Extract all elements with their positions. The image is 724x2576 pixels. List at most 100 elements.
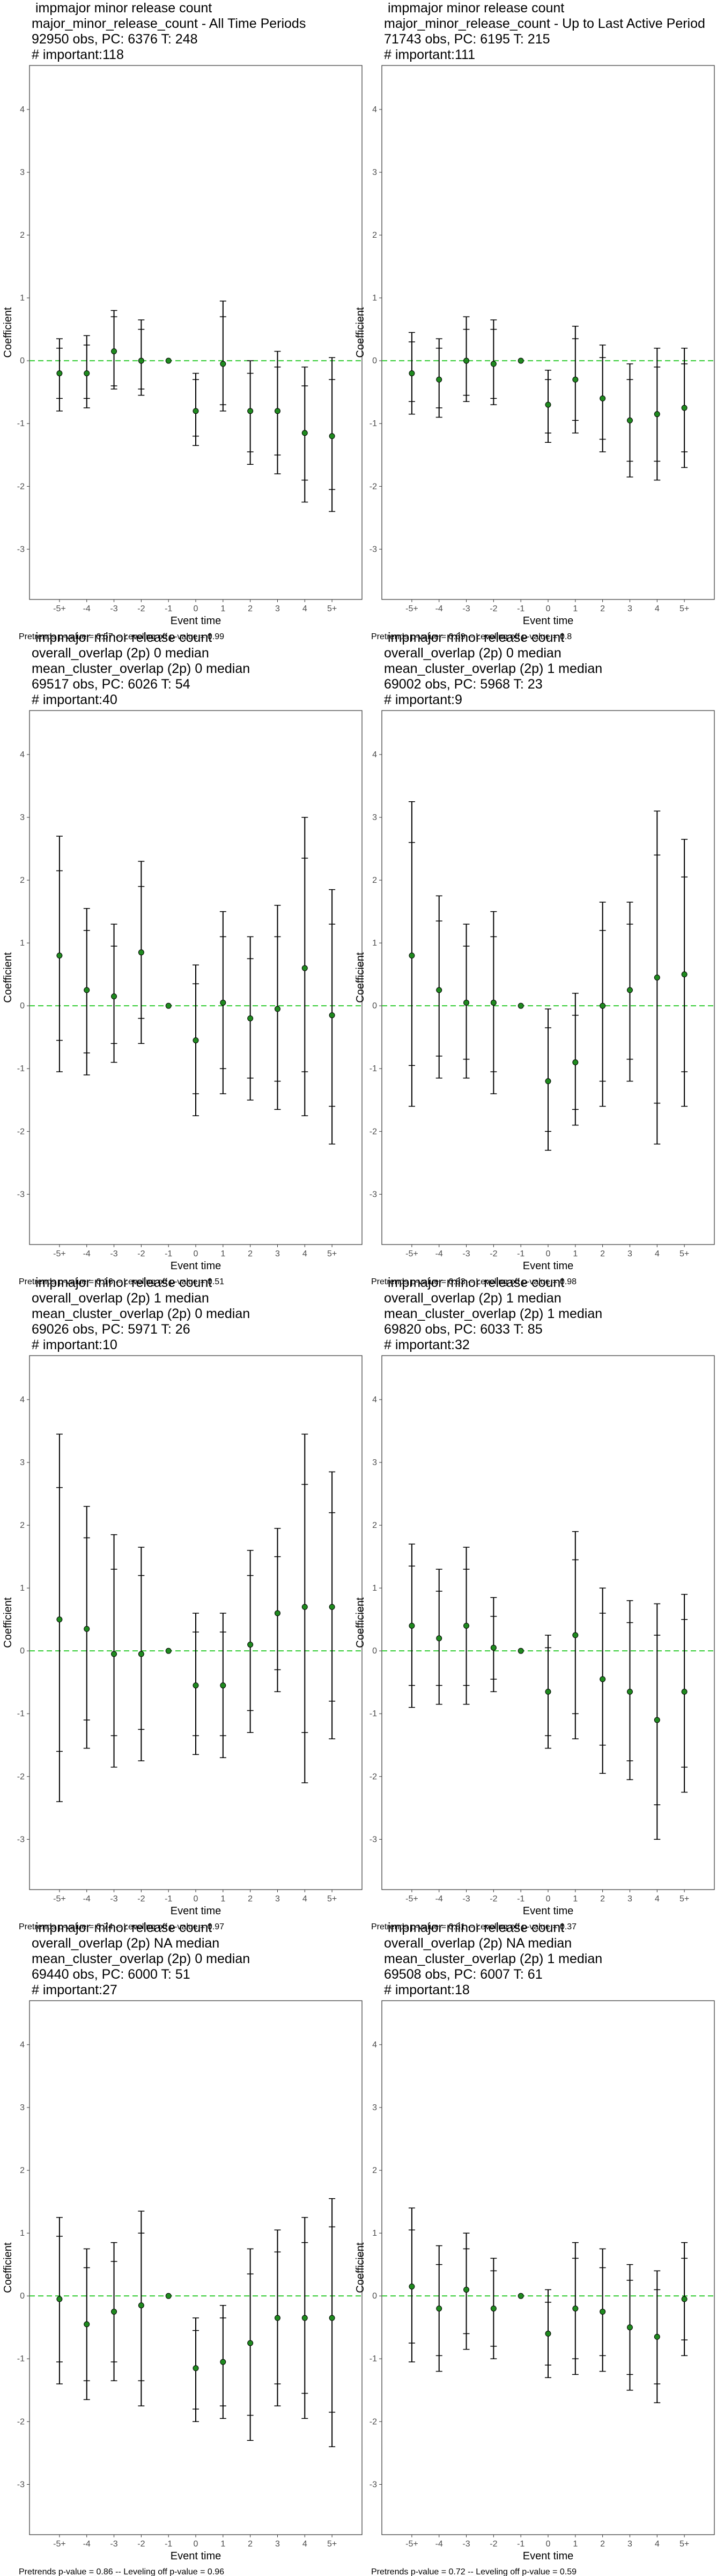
y-tick-label: 0 xyxy=(372,356,377,365)
point-estimate xyxy=(681,2296,688,2302)
y-tick-label: 3 xyxy=(372,1458,377,1467)
y-tick-label: 4 xyxy=(20,750,25,759)
footnote: Pretrends p-value = 0.86 -- Leveling off… xyxy=(19,2567,224,2576)
y-axis-title: Coefficient xyxy=(2,307,14,358)
title-line: # important:18 xyxy=(384,1982,470,1997)
point-estimate xyxy=(654,2333,660,2340)
x-tick-label: 5+ xyxy=(327,1249,337,1258)
point-estimate xyxy=(329,2315,335,2321)
x-tick-label: -3 xyxy=(462,1249,470,1258)
title-line: 69517 obs, PC: 6026 T: 54 xyxy=(32,677,190,692)
x-tick-label: -1 xyxy=(165,1894,172,1904)
x-tick-label: 2 xyxy=(600,604,605,613)
point-estimate xyxy=(138,949,144,956)
title-line: 69820 obs, PC: 6033 T: 85 xyxy=(384,1322,543,1337)
y-tick-label: 2 xyxy=(372,231,377,240)
title-line: overall_overlap (2p) 0 median xyxy=(384,646,562,661)
point-estimate xyxy=(463,357,470,364)
title-line: impmajor minor release count xyxy=(384,1920,564,1935)
title-line: 69026 obs, PC: 5971 T: 26 xyxy=(32,1322,190,1337)
point-estimate xyxy=(274,2315,280,2321)
y-tick-label: -2 xyxy=(17,1127,25,1136)
point-estimate xyxy=(436,1635,442,1642)
point-estimate xyxy=(165,1648,172,1654)
y-tick-label: 4 xyxy=(20,2040,25,2050)
y-tick-label: 1 xyxy=(372,939,377,948)
title-line: 69002 obs, PC: 5968 T: 23 xyxy=(384,677,543,692)
x-tick-label: -1 xyxy=(165,2540,172,2549)
x-tick-label: 3 xyxy=(627,2540,632,2549)
y-tick-label: 1 xyxy=(20,2229,25,2238)
point-estimate xyxy=(490,2306,497,2312)
x-tick-label: -4 xyxy=(83,1249,91,1258)
title-line: impmajor minor release count xyxy=(32,1275,212,1290)
y-tick-label: 0 xyxy=(372,1001,377,1011)
x-tick-label: 0 xyxy=(194,604,198,613)
x-tick-label: -3 xyxy=(462,604,470,613)
y-tick-label: 3 xyxy=(20,168,25,177)
title-line: 92950 obs, PC: 6376 T: 248 xyxy=(32,32,198,47)
x-tick-label: 4 xyxy=(655,2540,660,2549)
y-tick-label: -3 xyxy=(17,1835,25,1844)
x-tick-label: 1 xyxy=(573,1249,578,1258)
x-tick-label: 1 xyxy=(573,2540,578,2549)
y-tick-label: 3 xyxy=(20,813,25,822)
y-tick-label: -3 xyxy=(370,545,377,554)
point-estimate xyxy=(138,357,144,364)
x-tick-label: 5+ xyxy=(679,1894,689,1904)
x-tick-label: -2 xyxy=(137,1894,145,1904)
title-line: # important:118 xyxy=(32,47,124,62)
title-line: 69440 obs, PC: 6000 T: 51 xyxy=(32,1967,190,1982)
title-line: overall_overlap (2p) 0 median xyxy=(32,646,209,661)
y-tick-label: 4 xyxy=(372,2040,377,2050)
y-tick-label: 0 xyxy=(20,356,25,365)
point-estimate xyxy=(490,361,497,367)
y-tick-label: 1 xyxy=(372,2229,377,2238)
title-line: 69508 obs, PC: 6007 T: 61 xyxy=(384,1967,543,1982)
y-tick-label: -3 xyxy=(17,2480,25,2489)
x-tick-label: 2 xyxy=(248,1249,253,1258)
point-estimate xyxy=(626,987,633,993)
point-estimate xyxy=(274,1610,280,1616)
point-estimate xyxy=(274,408,280,414)
x-tick-label: 4 xyxy=(302,604,307,613)
footnote: Pretrends p-value = 0.74 -- Leveling off… xyxy=(19,1922,224,1931)
y-tick-label: 0 xyxy=(372,2292,377,2301)
footnote: Pretrends p-value = 0.83 -- Leveling off… xyxy=(371,1277,577,1286)
y-tick-label: -3 xyxy=(17,545,25,554)
point-estimate xyxy=(545,1078,551,1085)
x-tick-label: 1 xyxy=(220,2540,225,2549)
x-tick-label: -4 xyxy=(435,604,443,613)
point-estimate xyxy=(84,1626,90,1632)
title-line: impmajor minor release count xyxy=(384,630,564,645)
point-estimate xyxy=(436,987,442,993)
point-estimate xyxy=(409,953,415,959)
x-tick-label: 2 xyxy=(600,1894,605,1904)
point-estimate xyxy=(329,1604,335,1610)
point-estimate xyxy=(274,1006,280,1012)
title-line: major_minor_release_count - Up to Last A… xyxy=(384,16,705,31)
x-axis-title: Event time xyxy=(171,615,221,627)
x-tick-label: 0 xyxy=(546,604,551,613)
y-tick-label: 2 xyxy=(20,1521,25,1530)
x-tick-label: -1 xyxy=(517,604,524,613)
y-tick-label: -2 xyxy=(370,1772,377,1781)
x-tick-label: -5+ xyxy=(405,2540,418,2549)
point-estimate xyxy=(301,965,308,971)
x-tick-label: -4 xyxy=(83,1894,91,1904)
x-tick-label: -3 xyxy=(110,604,117,613)
y-tick-label: -1 xyxy=(370,1709,377,1718)
x-tick-label: -1 xyxy=(517,1894,524,1904)
title-line: 71743 obs, PC: 6195 T: 215 xyxy=(384,32,550,47)
point-estimate xyxy=(572,2306,579,2312)
x-tick-label: 0 xyxy=(194,1249,198,1258)
x-axis-title: Event time xyxy=(523,1905,573,1917)
title-line: impmajor minor release count xyxy=(32,630,212,645)
point-estimate xyxy=(545,2330,551,2337)
x-axis-title: Event time xyxy=(171,1905,221,1917)
x-tick-label: -4 xyxy=(435,1249,443,1258)
x-tick-label: 4 xyxy=(655,1249,660,1258)
point-estimate xyxy=(626,1688,633,1695)
point-estimate xyxy=(165,357,172,364)
